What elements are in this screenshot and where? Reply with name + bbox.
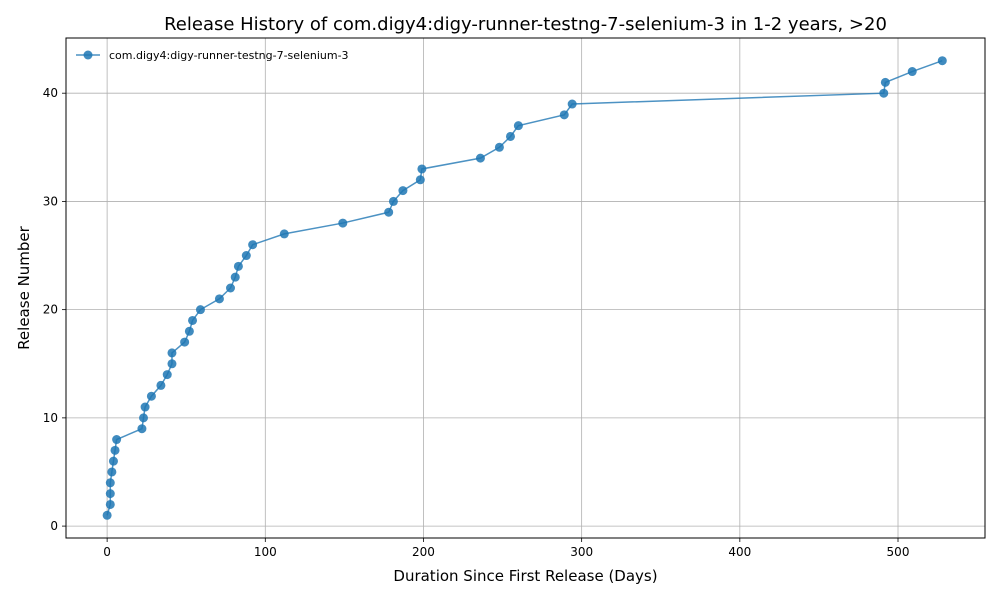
data-point bbox=[233, 261, 243, 271]
data-point bbox=[102, 510, 112, 520]
data-point bbox=[937, 56, 947, 66]
data-point bbox=[907, 67, 917, 77]
legend: com.digy4:digy-runner-testng-7-selenium-… bbox=[76, 49, 349, 62]
data-point bbox=[417, 164, 427, 174]
data-point bbox=[248, 240, 258, 250]
chart-title: Release History of com.digy4:digy-runner… bbox=[164, 14, 887, 35]
data-point bbox=[398, 186, 408, 196]
data-point bbox=[180, 337, 190, 347]
data-point bbox=[105, 478, 115, 488]
data-point bbox=[112, 435, 122, 445]
data-point bbox=[105, 489, 115, 499]
data-point bbox=[559, 110, 569, 120]
x-tick-label: 0 bbox=[103, 545, 111, 559]
data-point bbox=[110, 445, 120, 455]
data-point bbox=[214, 294, 224, 304]
data-point bbox=[137, 424, 147, 434]
data-point bbox=[513, 121, 523, 131]
y-tick-label: 0 bbox=[50, 519, 58, 533]
data-point bbox=[162, 370, 172, 380]
data-point bbox=[388, 196, 398, 206]
data-point bbox=[184, 326, 194, 336]
data-point bbox=[108, 456, 118, 466]
y-axis-label: Release Number bbox=[15, 225, 33, 349]
data-point bbox=[107, 467, 117, 477]
data-point bbox=[494, 142, 504, 152]
data-point bbox=[879, 88, 889, 98]
x-tick-label: 200 bbox=[412, 545, 435, 559]
data-point bbox=[105, 499, 115, 509]
data-point bbox=[505, 131, 515, 141]
x-axis-label: Duration Since First Release (Days) bbox=[393, 567, 657, 585]
x-tick-label: 400 bbox=[728, 545, 751, 559]
x-tick-label: 100 bbox=[254, 545, 277, 559]
data-point bbox=[384, 207, 394, 217]
plot-frame bbox=[65, 37, 986, 539]
legend-label: com.digy4:digy-runner-testng-7-selenium-… bbox=[109, 49, 349, 62]
data-point bbox=[156, 380, 166, 390]
data-point bbox=[146, 391, 156, 401]
data-point bbox=[338, 218, 348, 228]
y-tick-label: 30 bbox=[43, 194, 58, 208]
tick-layer: 0 100 200 300 400 500 0 10 20 30 40 bbox=[43, 86, 910, 559]
data-point bbox=[188, 315, 198, 325]
data-point bbox=[167, 348, 177, 358]
data-point bbox=[880, 77, 890, 87]
data-point bbox=[167, 359, 177, 369]
data-point bbox=[140, 402, 150, 412]
series-layer bbox=[102, 56, 947, 520]
data-point bbox=[195, 305, 205, 315]
data-point bbox=[230, 272, 240, 282]
grid bbox=[66, 38, 985, 538]
data-point bbox=[475, 153, 485, 163]
data-point bbox=[567, 99, 577, 109]
y-tick-label: 10 bbox=[43, 411, 58, 425]
y-tick-label: 40 bbox=[43, 86, 58, 100]
data-point bbox=[415, 175, 425, 185]
legend-marker bbox=[83, 50, 93, 60]
y-tick-label: 20 bbox=[43, 303, 58, 317]
data-point bbox=[139, 413, 149, 423]
x-tick-label: 500 bbox=[887, 545, 910, 559]
data-point bbox=[279, 229, 289, 239]
data-point bbox=[241, 251, 251, 261]
data-point bbox=[226, 283, 236, 293]
x-tick-label: 300 bbox=[570, 545, 593, 559]
